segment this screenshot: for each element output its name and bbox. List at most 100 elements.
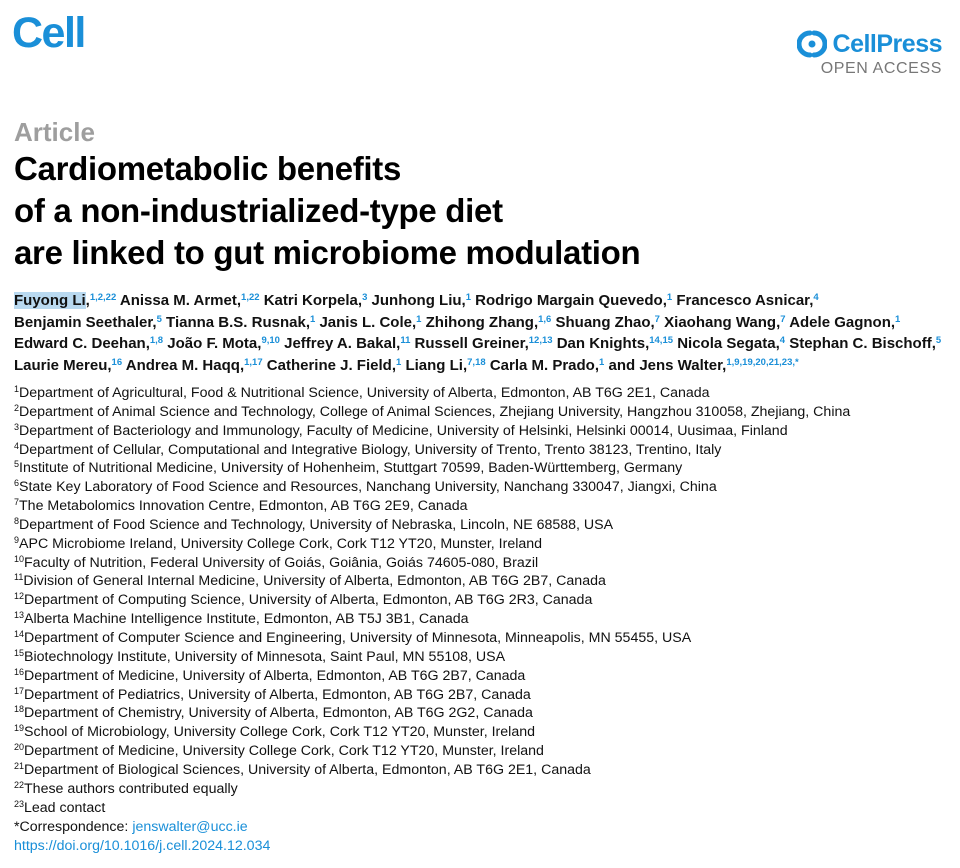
affiliation-number: 2 <box>14 402 20 413</box>
author-affiliation-refs[interactable]: 7 <box>654 313 660 325</box>
affiliation-number: 17 <box>14 685 25 696</box>
author-name: Benjamin Seethaler <box>14 313 153 331</box>
author-name: Adele Gagnon <box>789 313 891 331</box>
author-affiliation-refs[interactable]: 1 <box>465 292 471 303</box>
author-affiliation-refs[interactable]: 4 <box>779 335 786 347</box>
author-name: Anissa M. Armet <box>119 292 237 309</box>
author-item[interactable]: Fuyong Li,1,2,22 <box>14 292 117 309</box>
doi-link[interactable]: https://doi.org/10.1016/j.cell.2024.12.0… <box>14 838 271 854</box>
author-affiliation-refs[interactable]: 9,10 <box>261 335 280 347</box>
title-line: of a non-industrialized-type diet <box>14 192 503 229</box>
author-item[interactable]: Andrea M. Haqq,1,17 <box>125 356 263 374</box>
author-affiliation-refs[interactable]: 14,15 <box>649 335 674 347</box>
author-item[interactable]: Carla M. Prado,1 <box>489 356 605 374</box>
affiliation-text: Department of Agricultural, Food & Nutri… <box>19 385 710 401</box>
affiliation-item: 7The Metabolomics Innovation Centre, Edm… <box>14 497 954 516</box>
author-item[interactable]: Catherine J. Field,1 <box>266 356 402 374</box>
author-affiliation-refs[interactable]: 1,9,19,20,21,23,* <box>726 356 799 368</box>
author-affiliation-refs[interactable]: 7 <box>780 313 786 325</box>
author-affiliation-refs[interactable]: 1,2,22 <box>89 292 117 303</box>
author-item[interactable]: Junhong Liu,1 <box>371 292 471 309</box>
author-affiliation-refs[interactable]: 1,17 <box>244 356 263 368</box>
author-item[interactable]: Rodrigo Margain Quevedo,1 <box>475 292 673 309</box>
affiliation-number: 8 <box>14 515 20 526</box>
author-affiliation-refs[interactable]: 1 <box>895 313 901 325</box>
author-item[interactable]: Russell Greiner,12,13 <box>414 335 553 353</box>
author-item[interactable]: Janis L. Cole,1 <box>319 313 422 331</box>
affiliation-number: 12 <box>14 591 25 602</box>
author-affiliation-refs[interactable]: 4 <box>813 292 819 303</box>
correspondence-email-link[interactable]: jenswalter@ucc.ie <box>132 819 248 835</box>
author-affiliation-refs[interactable]: 7,18 <box>467 356 486 368</box>
author-affiliation-refs[interactable]: 1,22 <box>241 292 260 303</box>
affiliation-text: Department of Pediatrics, University of … <box>24 686 531 703</box>
author-affiliation-refs[interactable]: 1,8 <box>149 335 164 347</box>
author-affiliation-refs[interactable]: 1 <box>309 313 316 325</box>
affiliation-text: Department of Medicine, University of Al… <box>24 667 526 684</box>
affiliation-item: 6State Key Laboratory of Food Science an… <box>14 478 954 497</box>
author-affiliation-refs[interactable]: 3 <box>362 292 368 303</box>
affiliation-number: 5 <box>14 459 20 470</box>
affiliation-item: 17Department of Pediatrics, University o… <box>14 686 954 705</box>
affiliation-item: 23Lead contact <box>14 799 954 818</box>
author-name: Francesco Asnicar <box>676 292 810 309</box>
affiliation-item: 1Department of Agricultural, Food & Nutr… <box>14 384 954 403</box>
author-name: Junhong Liu <box>371 292 462 309</box>
author-affiliation-refs[interactable]: 16 <box>111 356 123 368</box>
author-affiliation-refs[interactable]: 5 <box>935 335 942 347</box>
title-line: Cardiometabolic benefits <box>14 150 402 187</box>
author-affiliation-refs[interactable]: 5 <box>156 313 162 325</box>
author-affiliation-refs[interactable]: 11 <box>400 335 411 347</box>
author-item[interactable]: Edward C. Deehan,1,8 <box>14 335 164 353</box>
affiliation-number: 19 <box>14 723 25 734</box>
author-item[interactable]: Shuang Zhao,7 <box>555 313 660 331</box>
author-name: Russell Greiner <box>414 335 525 353</box>
author-item[interactable]: Laurie Mereu,16 <box>14 356 123 374</box>
affiliation-list: 1Department of Agricultural, Food & Nutr… <box>14 384 954 817</box>
author-affiliation-refs[interactable]: 1,6 <box>538 313 552 325</box>
author-name: Xiaohang Wang <box>664 313 777 331</box>
author-item[interactable]: Anissa M. Armet,1,22 <box>119 292 260 309</box>
author-item[interactable]: Nicola Segata,4 <box>677 335 786 353</box>
author-name: Nicola Segata <box>677 335 776 353</box>
affiliation-text: Lead contact <box>24 799 106 816</box>
affiliation-item: 3Department of Bacteriology and Immunolo… <box>14 422 954 441</box>
affiliation-item: 22These authors contributed equally <box>14 780 954 799</box>
author-item[interactable]: and Jens Walter,1,9,19,20,21,23,* <box>608 356 799 374</box>
author-name: Liang Li <box>405 356 463 374</box>
affiliation-number: 1 <box>14 384 20 394</box>
author-item[interactable]: Benjamin Seethaler,5 <box>14 313 162 331</box>
author-affiliation-refs[interactable]: 1 <box>666 292 673 303</box>
author-item[interactable]: Liang Li,7,18 <box>405 356 486 374</box>
author-item[interactable]: Xiaohang Wang,7 <box>664 313 786 331</box>
author-item[interactable]: João F. Mota,9,10 <box>167 335 280 353</box>
affiliation-number: 18 <box>14 704 25 715</box>
affiliation-item: 2Department of Animal Science and Techno… <box>14 403 954 422</box>
publisher-name: CellPress <box>832 29 943 58</box>
affiliation-text: Department of Food Science and Technolog… <box>19 516 614 533</box>
affiliation-item: 20Department of Medicine, University Col… <box>14 742 954 761</box>
correspondence-label: *Correspondence: <box>14 819 129 835</box>
affiliation-item: 19School of Microbiology, University Col… <box>14 723 954 742</box>
author-item[interactable]: Jeffrey A. Bakal,11 <box>284 335 411 353</box>
author-name: Laurie Mereu <box>14 356 108 374</box>
affiliation-number: 11 <box>14 572 24 583</box>
author-item[interactable]: Adele Gagnon,1 <box>789 313 901 331</box>
affiliation-number: 23 <box>14 798 25 809</box>
author-name: Andrea M. Haqq <box>125 356 240 374</box>
author-item[interactable]: Francesco Asnicar,4 <box>676 292 819 309</box>
author-name: Stephan C. Bischoff <box>789 335 932 353</box>
author-item[interactable]: Stephan C. Bischoff,5 <box>789 335 942 353</box>
author-affiliation-refs[interactable]: 1 <box>599 356 605 368</box>
author-affiliation-refs[interactable]: 12,13 <box>528 335 553 347</box>
author-affiliation-refs[interactable]: 1 <box>396 356 402 368</box>
journal-logo: Cell <box>12 9 86 57</box>
author-item[interactable]: Zhihong Zhang,1,6 <box>425 313 552 331</box>
affiliation-number: 10 <box>14 553 25 564</box>
author-affiliation-refs[interactable]: 1 <box>416 313 422 325</box>
author-item[interactable]: Katri Korpela,3 <box>263 292 368 309</box>
author-item[interactable]: Dan Knights,14,15 <box>556 335 674 353</box>
affiliation-item: 4Department of Cellular, Computational a… <box>14 441 954 460</box>
author-item[interactable]: Tianna B.S. Rusnak,1 <box>166 313 316 331</box>
author-name: Rodrigo Margain Quevedo <box>475 292 663 309</box>
